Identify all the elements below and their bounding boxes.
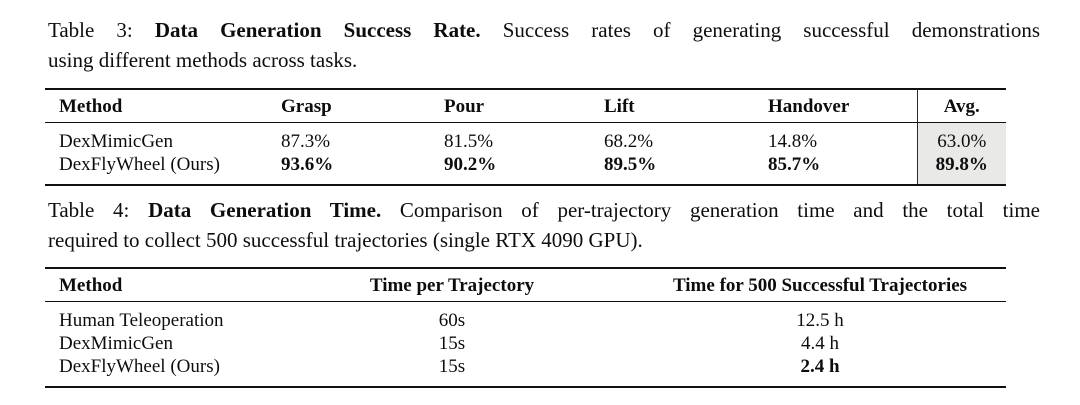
table3-caption-text: Success rates of generating successful d… [480,18,1041,42]
table4-caption-line1: Table 4: Data Generation Time. Compariso… [48,195,1040,225]
table4-header-time-per-trajectory: Time per Trajectory [270,267,634,302]
table4-caption-label: Table 4: [48,198,149,222]
cell-time-500: 12.5 h [796,310,844,331]
table3-header-lift: Lift [604,88,768,123]
table3-row-dexflywheel: DexFlyWheel (Ours) 93.6% 90.2% 89.5% 85.… [45,153,1006,186]
table4-caption-text: Comparison of per-trajectory generation … [381,198,1041,222]
table3-caption-label: Table 3: [48,18,155,42]
table4-row-dexmimicgen: DexMimicGen 15s 4.4 h [45,332,1006,355]
cell-method: DexFlyWheel (Ours) [45,355,270,388]
cell-handover: 85.7% [768,153,917,186]
table3-header-method: Method [45,88,281,123]
table4-row-dexflywheel: DexFlyWheel (Ours) 15s 2.4 h [45,355,1006,388]
cell-pour: 90.2% [444,153,604,186]
table3-row-dexmimicgen: DexMimicGen 87.3% 81.5% 68.2% 14.8% 63.0… [45,122,1006,153]
cell-handover: 14.8% [768,131,818,152]
cell-method: DexFlyWheel (Ours) [45,153,281,186]
table3-header-handover: Handover [768,88,917,123]
table4-row-human-teleoperation: Human Teleoperation 60s 12.5 h [45,302,1006,333]
table3-caption: Table 3: Data Generation Success Rate. S… [48,15,1040,75]
table3-caption-line2: using different methods across tasks. [48,48,358,72]
table3-success-rate: Method Grasp Pour Lift Handover Avg. Dex… [45,88,1006,186]
cell-time-per: 15s [270,355,634,388]
cell-time-per: 60s [438,310,466,331]
cell-grasp: 87.3% [281,131,331,152]
cell-time-500: 2.4 h [634,355,1006,388]
table4-header-row: Method Time per Trajectory Time for 500 … [45,267,1006,302]
table3-header-row: Method Grasp Pour Lift Handover Avg. [45,88,1006,123]
table4-header-method: Method [45,267,270,302]
cell-time-500: 4.4 h [801,333,839,354]
table4-header-time-500: Time for 500 Successful Trajectories [634,267,1006,302]
table3-caption-line1: Table 3: Data Generation Success Rate. S… [48,15,1040,45]
table4-caption: Table 4: Data Generation Time. Compariso… [48,195,1040,255]
cell-method: Human Teleoperation [59,310,224,331]
cell-lift: 68.2% [604,131,654,152]
table3-header-pour: Pour [444,88,604,123]
table4-caption-title: Data Generation Time. [148,198,382,222]
cell-time-per: 15s [438,333,466,354]
cell-grasp: 93.6% [281,153,444,186]
table4-caption-line2: required to collect 500 successful traje… [48,228,643,252]
cell-method: DexMimicGen [59,131,173,152]
table3-header-avg: Avg. [916,88,1006,123]
cell-pour: 81.5% [444,131,494,152]
table3-header-grasp: Grasp [281,88,444,123]
paper-page: Table 3: Data Generation Success Rate. S… [45,15,1040,388]
table3-caption-title: Data Generation Success Rate. [154,18,481,42]
cell-lift: 89.5% [604,153,768,186]
cell-method: DexMimicGen [59,333,173,354]
cell-avg-highlighted: 63.0% [916,122,1006,153]
table4-generation-time: Method Time per Trajectory Time for 500 … [45,267,1006,388]
cell-avg-highlighted: 89.8% [916,153,1006,186]
